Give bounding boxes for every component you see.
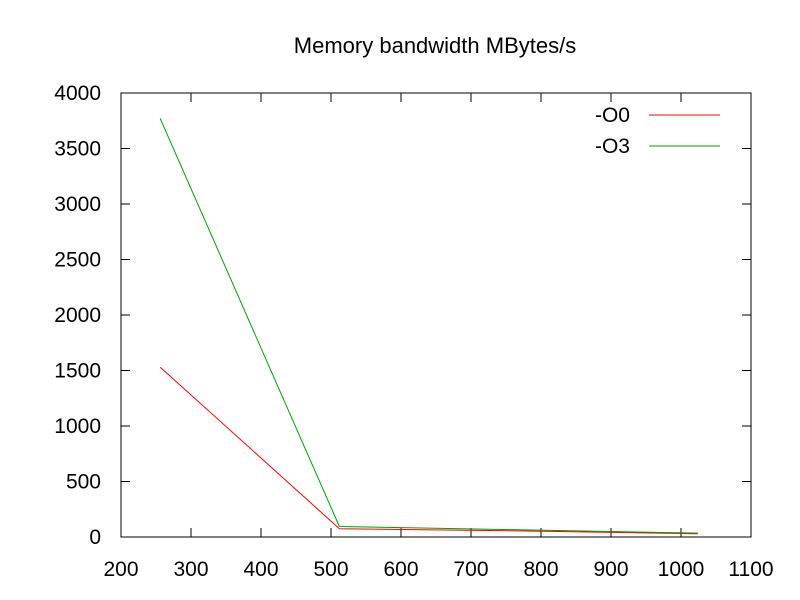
x-tick-label: 1100 [728, 558, 773, 581]
y-axis: 0 500 1000 1500 2000 2500 3000 3500 4000 [54, 82, 751, 549]
y-tick-label: 3000 [54, 193, 101, 216]
y-tick-label: 3500 [54, 138, 101, 161]
y-tick-label: 0 [89, 526, 101, 549]
x-tick-label: 500 [313, 558, 348, 581]
x-tick-label: 900 [593, 558, 628, 581]
x-tick-label: 800 [523, 558, 558, 581]
y-tick-label: 1000 [54, 415, 101, 438]
y-tick-label: 2500 [54, 249, 101, 272]
legend: -O0-O3 [595, 104, 720, 158]
x-tick-label: 300 [173, 558, 208, 581]
series-line-o0 [159, 366, 698, 535]
legend-label: -O3 [595, 135, 630, 158]
series-layer [159, 118, 698, 535]
y-tick-label: 500 [66, 471, 101, 494]
y-tick-label: 1500 [54, 360, 101, 383]
x-tick-label: 200 [103, 558, 138, 581]
plot-frame [120, 92, 752, 538]
y-tick-label: 2000 [54, 304, 101, 327]
x-tick-label: 400 [243, 558, 278, 581]
chart-title: Memory bandwidth MBytes/s [294, 33, 576, 58]
legend-label: -O0 [595, 104, 630, 127]
x-tick-label: 600 [383, 558, 418, 581]
x-tick-label: 700 [453, 558, 488, 581]
x-axis: 200 300 400 500 600 700 800 900 1000 1100 [103, 93, 774, 581]
x-tick-label: 1000 [658, 558, 705, 581]
series-line-o3 [159, 118, 698, 534]
y-tick-label: 4000 [54, 82, 101, 105]
